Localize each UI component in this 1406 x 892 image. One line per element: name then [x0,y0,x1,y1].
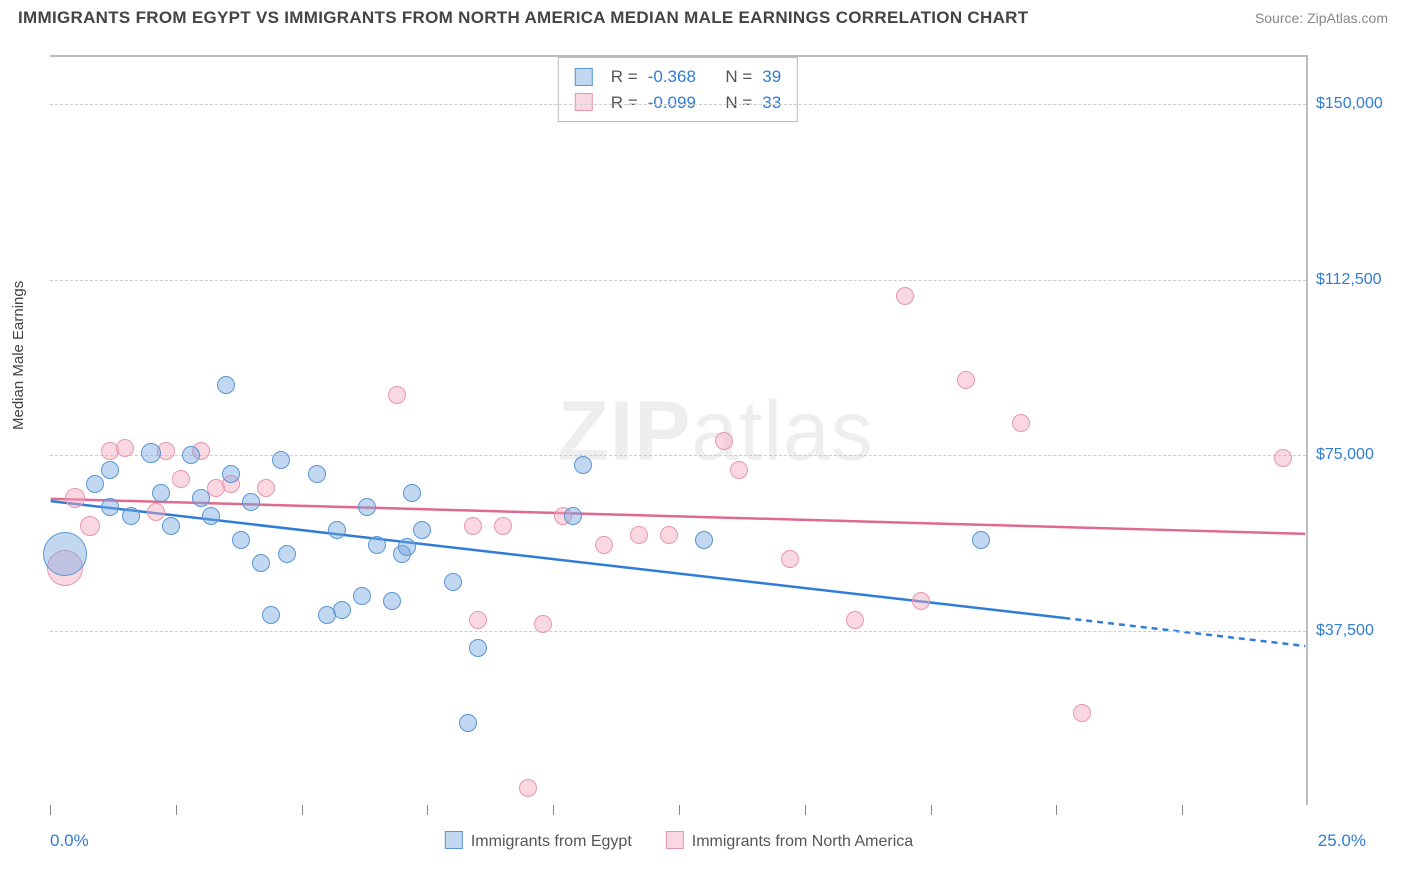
scatter-point-egypt [333,601,351,619]
scatter-point-na [715,432,733,450]
scatter-point-na [388,386,406,404]
scatter-point-na [257,479,275,497]
scatter-point-na [1073,704,1091,722]
y-tick-label: $112,500 [1316,271,1396,289]
x-tick [1182,805,1183,815]
x-tick [176,805,177,815]
x-tick [427,805,428,815]
scatter-point-na [65,488,85,508]
swatch-na-icon [575,93,593,111]
scatter-point-egypt [328,521,346,539]
scatter-point-egypt [162,517,180,535]
scatter-point-egypt [403,484,421,502]
scatter-point-egypt [86,475,104,493]
scatter-point-egypt [152,484,170,502]
scatter-point-egypt [564,507,582,525]
scatter-point-egypt [695,531,713,549]
scatter-point-na [912,592,930,610]
scatter-point-na [730,461,748,479]
legend-na: Immigrants from North America [666,831,913,851]
scatter-point-egypt [101,461,119,479]
x-tick [553,805,554,815]
scatter-point-na [957,371,975,389]
legend-egypt: Immigrants from Egypt [445,831,632,851]
chart-title: IMMIGRANTS FROM EGYPT VS IMMIGRANTS FROM… [18,8,1028,28]
scatter-point-egypt [413,521,431,539]
scatter-point-egypt [122,507,140,525]
scatter-point-egypt [358,498,376,516]
scatter-point-na [116,439,134,457]
scatter-point-egypt [353,587,371,605]
scatter-point-egypt [383,592,401,610]
scatter-point-egypt [182,446,200,464]
gridline [50,104,1306,105]
scatter-point-egypt [192,489,210,507]
scatter-point-na [1274,449,1292,467]
scatter-point-egypt [101,498,119,516]
x-axis-labels: 0.0% Immigrants from Egypt Immigrants fr… [50,828,1308,854]
scatter-point-na [519,779,537,797]
source-label: Source: ZipAtlas.com [1255,10,1388,26]
swatch-egypt-icon [445,831,463,849]
gridline [50,455,1306,456]
scatter-point-egypt [444,573,462,591]
scatter-point-na [534,615,552,633]
scatter-point-egypt [43,532,87,576]
scatter-point-egypt [202,507,220,525]
scatter-point-na [494,517,512,535]
scatter-point-egypt [459,714,477,732]
x-tick [805,805,806,815]
scatter-point-egypt [469,639,487,657]
scatter-point-na [846,611,864,629]
x-tick [931,805,932,815]
scatter-point-na [595,536,613,554]
scatter-point-na [469,611,487,629]
stats-row-egypt: R = -0.368 N = 39 [575,64,781,90]
bottom-legend: Immigrants from Egypt Immigrants from No… [445,831,913,851]
scatter-point-egypt [232,531,250,549]
scatter-point-egypt [141,443,161,463]
y-tick-label: $75,000 [1316,446,1396,464]
y-tick-label: $150,000 [1316,95,1396,113]
scatter-point-egypt [368,536,386,554]
scatter-point-egypt [972,531,990,549]
scatter-point-egypt [574,456,592,474]
x-label-min: 0.0% [50,831,89,851]
scatter-point-egypt [398,538,416,556]
scatter-point-na [80,516,100,536]
x-tick [679,805,680,815]
stats-legend-box: R = -0.368 N = 39 R = -0.099 N = 33 [558,57,798,122]
swatch-na-icon [666,831,684,849]
scatter-point-na [781,550,799,568]
scatter-point-egypt [252,554,270,572]
stats-row-na: R = -0.099 N = 33 [575,90,781,116]
trend-lines-svg [50,57,1306,805]
scatter-point-na [1012,414,1030,432]
y-tick-label: $37,500 [1316,622,1396,640]
scatter-point-egypt [308,465,326,483]
scatter-point-na [630,526,648,544]
scatter-point-na [147,503,165,521]
scatter-point-egypt [217,376,235,394]
x-tick [1056,805,1057,815]
gridline [50,280,1306,281]
scatter-point-na [896,287,914,305]
scatter-point-egypt [242,493,260,511]
x-axis-ticks [50,805,1308,815]
scatter-point-egypt [222,465,240,483]
gridline [50,631,1306,632]
x-label-max: 25.0% [1318,831,1366,851]
scatter-point-na [464,517,482,535]
scatter-point-egypt [262,606,280,624]
x-tick [50,805,51,815]
zipatlas-watermark: ZIPatlas [558,383,874,480]
scatter-point-na [660,526,678,544]
scatter-point-na [172,470,190,488]
scatter-point-egypt [272,451,290,469]
y-axis-label: Median Male Earnings [10,281,27,430]
chart-plot-area: ZIPatlas R = -0.368 N = 39 R = -0.099 N … [50,55,1308,805]
scatter-point-egypt [278,545,296,563]
x-tick [302,805,303,815]
swatch-egypt-icon [575,68,593,86]
